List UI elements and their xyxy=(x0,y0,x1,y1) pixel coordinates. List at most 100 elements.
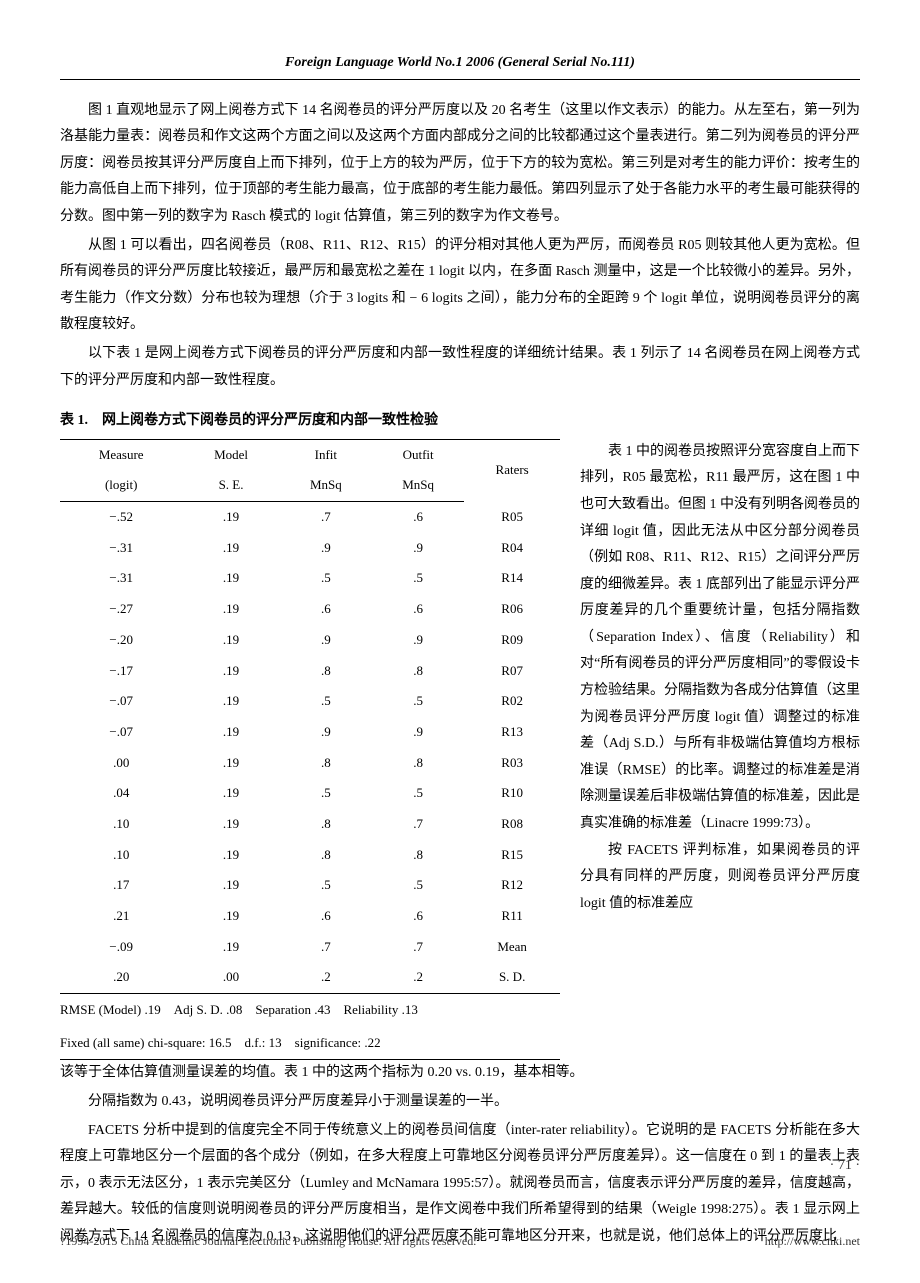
cell-infit: .7 xyxy=(280,502,372,533)
cell-infit: .8 xyxy=(280,809,372,840)
table-1-title: 表 1. 网上阅卷方式下阅卷员的评分严厉度和内部一致性检验 xyxy=(60,408,860,435)
paragraph-4-sidebar: 表 1 中的阅卷员按照评分宽容度自上而下排列，R05 最宽松，R11 最严厉，这… xyxy=(580,439,860,838)
cell-measure: −.27 xyxy=(60,594,182,625)
cell-se: .19 xyxy=(182,901,279,932)
cell-rater: R03 xyxy=(464,748,560,779)
cell-measure: −.07 xyxy=(60,717,182,748)
paragraph-6: 该等于全体估算值测量误差的均值。表 1 中的这两个指标为 0.20 vs. 0.… xyxy=(60,1060,860,1087)
cell-rater: R12 xyxy=(464,870,560,901)
cell-measure: .20 xyxy=(60,962,182,993)
paragraph-3: 以下表 1 是网上阅卷方式下阅卷员的评分严厉度和内部一致性程度的详细统计结果。表… xyxy=(60,341,860,394)
cell-outfit: .6 xyxy=(372,502,464,533)
cell-se: .19 xyxy=(182,840,279,871)
cell-outfit: .8 xyxy=(372,840,464,871)
cell-infit: .6 xyxy=(280,901,372,932)
cell-measure: −.07 xyxy=(60,686,182,717)
cell-outfit: .6 xyxy=(372,901,464,932)
cell-infit: .5 xyxy=(280,686,372,717)
paragraph-5-sidebar: 按 FACETS 评判标准，如果阅卷员的评分具有同样的严厉度，则阅卷员评分严厉度… xyxy=(580,838,860,918)
cell-se: .19 xyxy=(182,748,279,779)
cell-outfit: .8 xyxy=(372,748,464,779)
cell-se: .00 xyxy=(182,962,279,993)
cell-rater: Mean xyxy=(464,932,560,963)
cell-se: .19 xyxy=(182,778,279,809)
cell-rater: R10 xyxy=(464,778,560,809)
th-mnsq-in: MnSq xyxy=(280,470,372,501)
cell-outfit: .9 xyxy=(372,533,464,564)
cell-se: .19 xyxy=(182,870,279,901)
cell-rater: R15 xyxy=(464,840,560,871)
cell-measure: .10 xyxy=(60,809,182,840)
cell-infit: .6 xyxy=(280,594,372,625)
cell-measure: .10 xyxy=(60,840,182,871)
journal-header: Foreign Language World No.1 2006 (Genera… xyxy=(60,50,860,80)
cell-se: .19 xyxy=(182,686,279,717)
th-mnsq-out: MnSq xyxy=(372,470,464,501)
table-row: .10.19.8.7R08 xyxy=(60,809,560,840)
copyright-url: http://www.cnki.net xyxy=(765,1230,860,1253)
table-row: −.17.19.8.8R07 xyxy=(60,656,560,687)
cell-measure: −.09 xyxy=(60,932,182,963)
table-row: .04.19.5.5R10 xyxy=(60,778,560,809)
cell-se: .19 xyxy=(182,594,279,625)
cell-outfit: .5 xyxy=(372,870,464,901)
table-row: .00.19.8.8R03 xyxy=(60,748,560,779)
cell-infit: .5 xyxy=(280,870,372,901)
th-infit: Infit xyxy=(280,439,372,470)
table-row: .20.00.2.2S. D. xyxy=(60,962,560,993)
cell-se: .19 xyxy=(182,656,279,687)
table-row: .10.19.8.8R15 xyxy=(60,840,560,871)
cell-se: .19 xyxy=(182,625,279,656)
cell-infit: .8 xyxy=(280,840,372,871)
paragraph-7: 分隔指数为 0.43，说明阅卷员评分严厉度差异小于测量误差的一半。 xyxy=(60,1089,860,1116)
cell-rater: S. D. xyxy=(464,962,560,993)
table-row: −.31.19.5.5R14 xyxy=(60,563,560,594)
cell-outfit: .7 xyxy=(372,809,464,840)
cell-outfit: .2 xyxy=(372,962,464,993)
cell-infit: .7 xyxy=(280,932,372,963)
cell-infit: .2 xyxy=(280,962,372,993)
cell-outfit: .5 xyxy=(372,563,464,594)
table-footer-2: Fixed (all same) chi-square: 16.5 d.f.: … xyxy=(60,1027,560,1060)
cell-rater: R13 xyxy=(464,717,560,748)
th-raters: Raters xyxy=(464,439,560,501)
cell-rater: R08 xyxy=(464,809,560,840)
cell-measure: .17 xyxy=(60,870,182,901)
cell-outfit: .5 xyxy=(372,686,464,717)
cell-measure: −.20 xyxy=(60,625,182,656)
cell-outfit: .9 xyxy=(372,625,464,656)
cell-rater: R04 xyxy=(464,533,560,564)
paragraph-1: 图 1 直观地显示了网上阅卷方式下 14 名阅卷员的评分严厉度以及 20 名考生… xyxy=(60,98,860,231)
cell-rater: R09 xyxy=(464,625,560,656)
table-footer-1: RMSE (Model) .19 Adj S. D. .08 Separatio… xyxy=(60,994,560,1027)
copyright-text: ?1994-2015 China Academic Journal Electr… xyxy=(60,1230,476,1253)
table-1: Measure Model Infit Outfit Raters (logit… xyxy=(60,439,560,1061)
paragraph-2: 从图 1 可以看出，四名阅卷员（R08、R11、R12、R15）的评分相对其他人… xyxy=(60,233,860,339)
cell-infit: .8 xyxy=(280,656,372,687)
table-row: −.31.19.9.9R04 xyxy=(60,533,560,564)
cell-rater: R07 xyxy=(464,656,560,687)
table-row: .21.19.6.6R11 xyxy=(60,901,560,932)
th-logit: (logit) xyxy=(60,470,182,501)
th-measure: Measure xyxy=(60,439,182,470)
th-se: S. E. xyxy=(182,470,279,501)
cell-se: .19 xyxy=(182,502,279,533)
cell-infit: .8 xyxy=(280,748,372,779)
cell-measure: −.17 xyxy=(60,656,182,687)
cell-measure: −.31 xyxy=(60,533,182,564)
cell-measure: −.52 xyxy=(60,502,182,533)
cell-se: .19 xyxy=(182,563,279,594)
table-row: −.52.19.7.6R05 xyxy=(60,502,560,533)
table-row: −.20.19.9.9R09 xyxy=(60,625,560,656)
cell-outfit: .9 xyxy=(372,717,464,748)
table-row: −.07.19.9.9R13 xyxy=(60,717,560,748)
table-row: −.09.19.7.7Mean xyxy=(60,932,560,963)
cell-infit: .9 xyxy=(280,717,372,748)
cell-infit: .5 xyxy=(280,778,372,809)
cell-rater: R02 xyxy=(464,686,560,717)
cell-infit: .5 xyxy=(280,563,372,594)
table-header-row-1: Measure Model Infit Outfit Raters xyxy=(60,439,560,470)
cell-outfit: .7 xyxy=(372,932,464,963)
cell-measure: −.31 xyxy=(60,563,182,594)
cell-measure: .21 xyxy=(60,901,182,932)
